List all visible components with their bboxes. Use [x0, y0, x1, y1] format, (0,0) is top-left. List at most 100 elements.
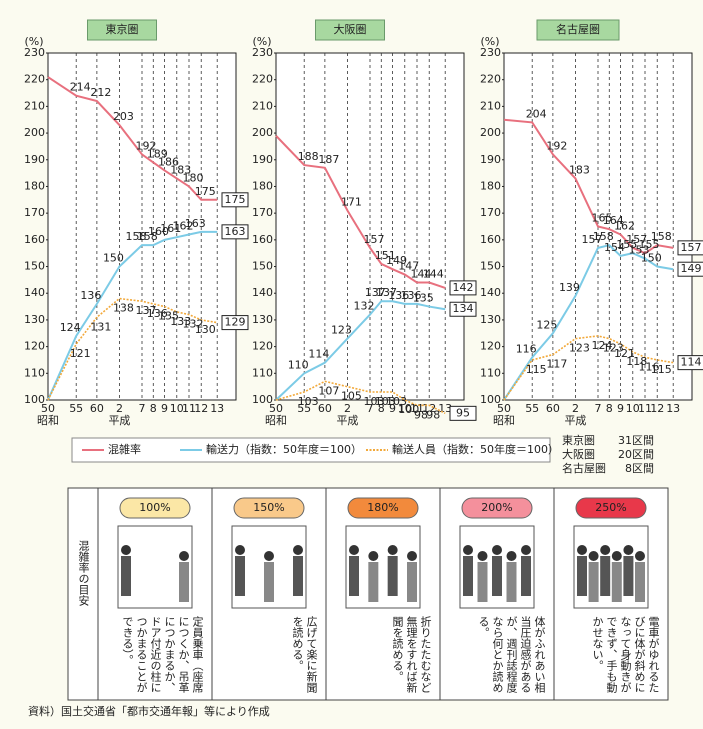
x-tick-label: 12	[650, 402, 664, 415]
segment-count: 8区間	[625, 462, 654, 475]
level-text: 折りたたむなど無理をすれば新聞を読める。	[391, 616, 432, 693]
data-label: 188	[298, 150, 319, 163]
y-tick-label: 110	[480, 366, 501, 379]
x-tick-label: 7	[139, 402, 146, 415]
person-head	[611, 551, 622, 561]
person-body	[623, 556, 634, 596]
y-axis-label: (%)	[24, 35, 43, 48]
data-label: 157	[582, 233, 603, 246]
y-axis-label: (%)	[252, 35, 271, 48]
series-line	[47, 297, 218, 401]
data-label: 144	[423, 268, 444, 281]
person-head	[121, 545, 131, 555]
person-head	[623, 545, 634, 555]
person-head	[635, 551, 645, 561]
x-tick-label: 50	[41, 402, 55, 415]
y-tick-label: 190	[252, 153, 273, 166]
level-text: 体がふれあい相当圧迫感があるが、週刊誌程度なら何とか読める。	[477, 616, 546, 693]
data-label: 187	[318, 153, 339, 166]
panel-title: 名古屋圏	[556, 22, 600, 36]
data-label: 155	[639, 238, 660, 251]
data-label: 123	[331, 324, 352, 337]
data-label: 103	[375, 395, 396, 408]
y-tick-label: 190	[480, 153, 501, 166]
level-text: 広げて楽に新聞を読める。	[291, 616, 318, 693]
panel-title-box	[87, 19, 157, 41]
y-tick-label: 210	[252, 99, 273, 112]
data-label: 115	[651, 363, 672, 376]
x-tick-label: 2	[116, 402, 123, 415]
person-head	[506, 551, 517, 561]
x-tick-label: 50	[497, 402, 511, 415]
y-tick-label: 220	[24, 73, 45, 86]
y-tick-label: 110	[252, 366, 273, 379]
data-label: 189	[147, 147, 168, 160]
data-label: 103	[386, 395, 407, 408]
data-label: 130	[195, 323, 216, 336]
y-tick-label: 140	[480, 286, 501, 299]
data-label: 136	[147, 307, 168, 320]
data-label: 132	[183, 318, 204, 331]
x-tick-label: 8	[150, 402, 157, 415]
data-label: 98	[426, 408, 440, 421]
y-tick-label: 220	[252, 73, 273, 86]
y-tick-label: 210	[480, 99, 501, 112]
y-tick-label: 210	[24, 99, 45, 112]
end-value-box	[221, 315, 249, 331]
series-line	[275, 380, 446, 415]
data-label: 186	[158, 155, 179, 168]
data-label: 183	[170, 163, 191, 176]
data-label: 157	[626, 233, 647, 246]
data-label: 161	[160, 222, 181, 235]
data-label: 158	[126, 230, 147, 243]
series-line	[275, 135, 446, 289]
x-tick-label: 9	[389, 402, 396, 415]
y-tick-label: 190	[24, 153, 45, 166]
data-label: 164	[603, 214, 624, 227]
legend-box	[71, 437, 551, 463]
legend-label: 輸送人員（指数：50年度＝100）	[392, 442, 559, 456]
y-tick-label: 150	[24, 260, 45, 273]
y-tick-label: 130	[252, 313, 273, 326]
data-label: 136	[401, 289, 422, 302]
data-label: 114	[681, 356, 702, 369]
rate-badge	[119, 497, 191, 519]
data-label: 171	[341, 195, 362, 208]
segment-count: 31区間	[618, 434, 654, 447]
data-label: 137	[136, 304, 157, 317]
x-tick-label: 10	[398, 402, 412, 415]
x-tick-label: 60	[90, 402, 104, 415]
person-body	[521, 556, 531, 596]
x-tick-label: 10	[626, 402, 640, 415]
x-tick-label: 7	[595, 402, 602, 415]
data-label: 158	[651, 230, 672, 243]
person-head	[463, 545, 473, 555]
rate-label: 150%	[253, 501, 284, 514]
y-tick-label: 200	[252, 126, 273, 139]
segment-region: 東京圏	[562, 433, 595, 447]
data-label: 162	[614, 220, 635, 233]
data-label: 163	[225, 225, 246, 238]
x-tick-label: 7	[367, 402, 374, 415]
end-value-box	[221, 224, 249, 240]
y-tick-label: 160	[24, 233, 45, 246]
data-label: 124	[592, 339, 613, 352]
data-label: 134	[453, 302, 474, 315]
x-tick-label: 11	[182, 402, 196, 415]
series-line	[275, 300, 446, 401]
y-tick-label: 220	[480, 73, 501, 86]
y-tick-label: 140	[252, 286, 273, 299]
data-label: 114	[308, 348, 329, 361]
data-label: 149	[681, 262, 702, 275]
person-head	[179, 551, 189, 561]
data-label: 214	[70, 81, 91, 94]
y-tick-label: 160	[252, 233, 273, 246]
era-label: 昭和	[493, 414, 515, 427]
person-head	[477, 551, 488, 561]
y-tick-label: 170	[24, 206, 45, 219]
rate-badge	[575, 497, 647, 519]
data-label: 103	[298, 395, 319, 408]
x-tick-label: 2	[572, 402, 579, 415]
x-tick-label: 60	[546, 402, 560, 415]
